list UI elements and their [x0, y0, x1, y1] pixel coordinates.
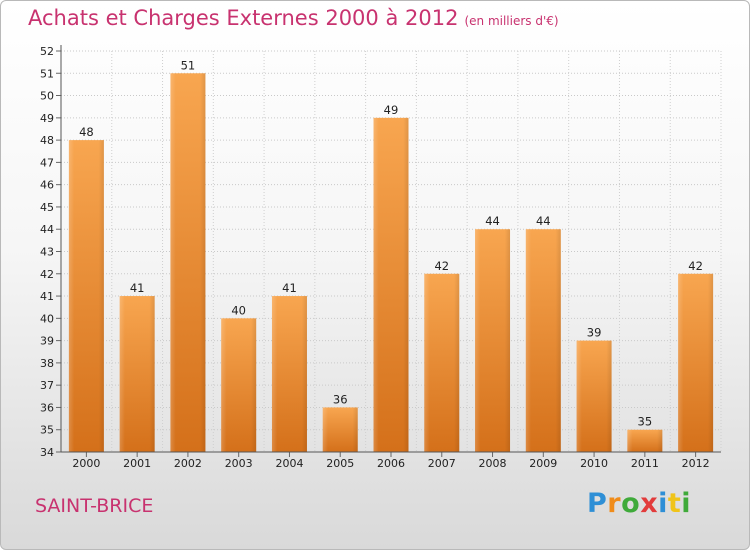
proxiti-logo: Proxiti: [587, 488, 692, 519]
bar-shade: [627, 429, 663, 452]
y-tick-label: 39: [40, 335, 54, 348]
bar-shade: [373, 117, 409, 452]
bar-shade: [576, 340, 612, 452]
y-tick-label: 47: [40, 156, 54, 169]
place-name: SAINT-BRICE: [35, 495, 154, 517]
value-label: 42: [434, 259, 449, 273]
x-tick-label: 2007: [428, 457, 456, 470]
axis-layer: 34 35 36 37 38 39 40 41 42 43 44 45 46 47 48 49 50 51 52 20…: [40, 45, 721, 470]
y-tick-label: 36: [40, 401, 54, 414]
y-tick-label: 45: [40, 201, 54, 214]
value-label: 44: [485, 214, 500, 228]
bar-shade: [271, 296, 307, 452]
y-tick-label: 43: [40, 246, 54, 259]
x-tick-label: 2010: [580, 457, 608, 470]
bar-shade: [322, 407, 358, 452]
x-tick-label: 2003: [225, 457, 253, 470]
y-tick-label: 50: [40, 90, 54, 103]
bar-shade: [678, 273, 714, 452]
y-tick-label: 34: [40, 446, 54, 459]
x-tick-label: 2009: [529, 457, 557, 470]
y-tick-label: 42: [40, 268, 54, 281]
y-tick-label: 37: [40, 379, 54, 392]
value-label: 49: [384, 103, 399, 117]
value-label: 44: [536, 214, 551, 228]
y-tick-label: 51: [40, 67, 54, 80]
bar-shade: [525, 229, 561, 452]
y-tick-label: 49: [40, 112, 54, 125]
bar-shade: [221, 318, 257, 452]
value-label: 36: [333, 392, 348, 406]
x-tick-label: 2005: [326, 457, 354, 470]
chart-unit: (en milliers d'€): [464, 14, 559, 28]
x-tick-label: 2008: [479, 457, 507, 470]
value-label: 35: [638, 415, 653, 429]
x-tick-label: 2006: [377, 457, 405, 470]
y-tick-label: 41: [40, 290, 54, 303]
y-tick-label: 40: [40, 312, 54, 325]
bars-layer: [68, 73, 714, 453]
x-tick-label: 2004: [275, 457, 303, 470]
x-tick-label: 2011: [631, 457, 659, 470]
labels-layer: 48 41 51 40 41 36 49 42 44 44 39 35 42: [79, 58, 703, 428]
x-tick-label: 2000: [72, 457, 100, 470]
y-tick-label: 46: [40, 179, 54, 192]
value-label: 48: [79, 125, 94, 139]
bar-shade: [119, 296, 155, 452]
y-tick-label: 52: [40, 45, 54, 58]
x-tick-label: 2012: [682, 457, 710, 470]
y-tick-label: 38: [40, 357, 54, 370]
bar-shade: [424, 273, 460, 452]
value-label: 41: [130, 281, 145, 295]
chart-title: Achats et Charges Externes 2000 à 2012 (e…: [28, 6, 559, 30]
bar-shade: [475, 229, 511, 452]
y-tick-label: 35: [40, 424, 54, 437]
value-label: 39: [587, 326, 602, 340]
y-tick-label: 48: [40, 134, 54, 147]
y-tick-label: 44: [40, 223, 54, 236]
value-label: 40: [231, 303, 246, 317]
value-label: 51: [181, 58, 196, 72]
x-tick-label: 2002: [174, 457, 202, 470]
value-label: 41: [282, 281, 297, 295]
chart-title-text: Achats et Charges Externes 2000 à 2012: [28, 6, 459, 30]
bar-shade: [68, 140, 104, 452]
x-tick-label: 2001: [123, 457, 151, 470]
bar-shade: [170, 73, 206, 453]
value-label: 42: [688, 259, 703, 273]
